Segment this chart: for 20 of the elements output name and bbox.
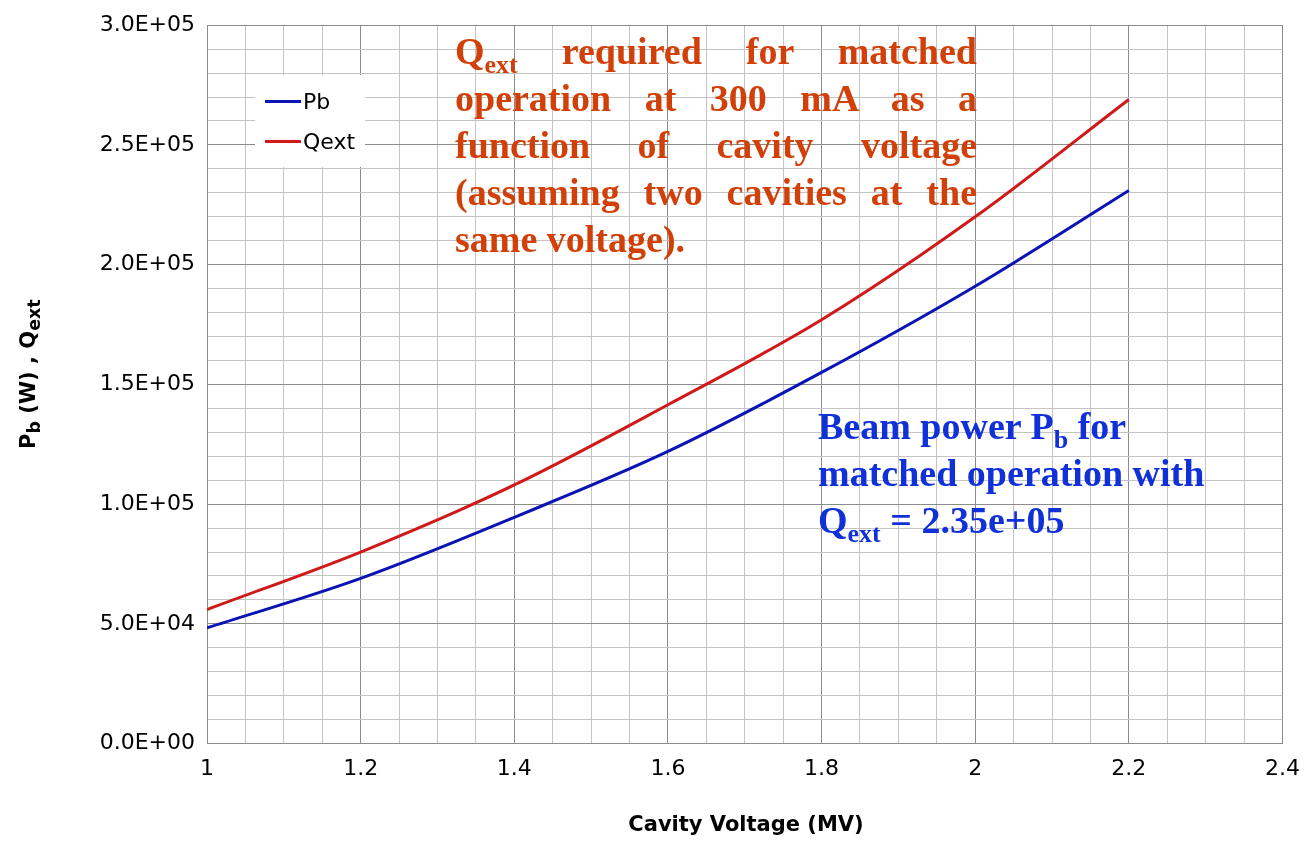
legend-label: Qext <box>303 128 356 154</box>
y-tick-label: 2.5E+05 <box>99 130 195 156</box>
x-tick-label: 2.2 <box>1111 754 1147 780</box>
x-tick-label: 2.4 <box>1265 754 1301 780</box>
x-tick-label: 1.4 <box>496 754 532 780</box>
y-tick-label: 3.0E+05 <box>99 10 195 36</box>
x-tick-label: 1.2 <box>343 754 379 780</box>
y-tick-label: 1.0E+05 <box>99 489 195 515</box>
annotation: Beam power P$_{b}$ for matched operation with Q$_{ext}$ = 2.35e+05 <box>818 404 1206 548</box>
x-tick-label: 1.6 <box>650 754 686 780</box>
y-tick-label: 2.0E+05 <box>99 250 195 276</box>
text: Q$_{ext}$ required for matched operation at 300 mA as a function of cavity voltage (assuming two cavities at the same voltage). <box>455 30 977 260</box>
x-tick-label: 2 <box>968 754 983 780</box>
y-tick-label: 5.0E+04 <box>99 609 195 635</box>
y-tick-label: 1.5E+05 <box>99 370 195 396</box>
x-tick-label: 1.8 <box>804 754 840 780</box>
y-tick-label: 0.0E+00 <box>99 729 195 755</box>
legend-label: Pb <box>303 88 331 114</box>
x-tick-label: 1 <box>200 754 214 780</box>
x-axis-title: Cavity Voltage (MV) <box>627 812 865 836</box>
